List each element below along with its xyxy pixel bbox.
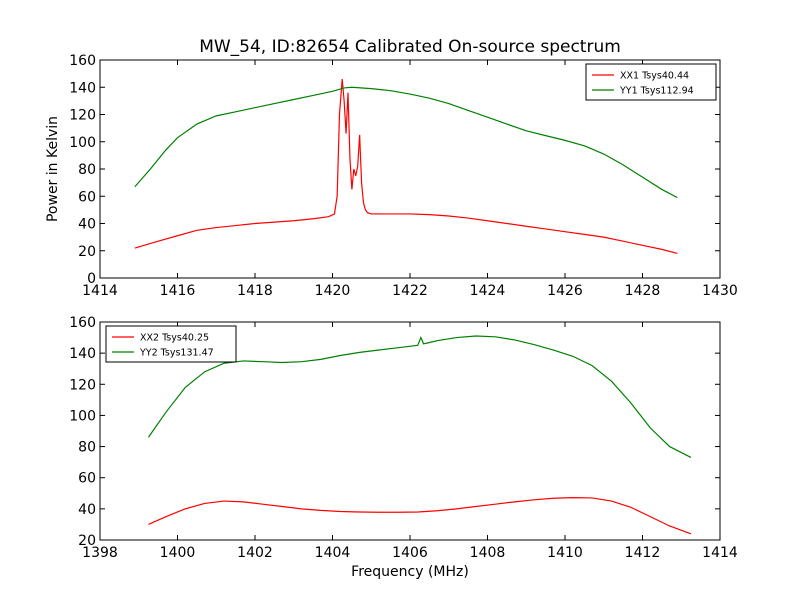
x-tick-label: 1398 [82, 545, 118, 561]
x-tick-label: 1414 [702, 545, 738, 561]
x-tick-label: 1418 [237, 283, 273, 299]
y-tick-label: 80 [78, 162, 96, 178]
y-tick-label: 160 [69, 53, 96, 69]
x-axis-label: Frequency (MHz) [351, 564, 469, 580]
chart-title: MW_54, ID:82654 Calibrated On-source spe… [199, 37, 621, 57]
y-tick-label: 100 [69, 135, 96, 151]
y-tick-label: 40 [78, 217, 96, 233]
series-line-yy2 [147, 335, 692, 459]
legend-box [585, 63, 717, 101]
legend-box [105, 325, 237, 363]
y-tick-label: 100 [69, 408, 96, 424]
x-tick-label: 1410 [547, 545, 583, 561]
y-tick-label: 0 [87, 271, 96, 287]
x-tick-label: 1422 [392, 283, 428, 299]
x-tick-label: 1416 [160, 283, 196, 299]
x-tick-label: 1402 [237, 545, 273, 561]
x-tick-label: 1428 [625, 283, 661, 299]
legend-entry: YY1 Tsys112.94 [619, 86, 694, 97]
y-tick-label: 120 [69, 377, 96, 393]
y-tick-label: 140 [69, 80, 96, 96]
x-tick-label: 1400 [160, 545, 196, 561]
x-tick-label: 1414 [82, 283, 118, 299]
series-line-yy1 [134, 86, 678, 199]
y-tick-label: 80 [78, 440, 96, 456]
top-spectrum-panel: 1414 1416 1418 1420 1422 1424 1426 1428 1430 0 20 4… [45, 53, 738, 299]
series-line-xx1 [134, 79, 678, 255]
x-tick-label: 1412 [625, 545, 661, 561]
legend-entry: YY2 Tsys131.47 [139, 348, 214, 359]
series-line-xx2 [148, 497, 692, 535]
x-tick-label: 1430 [702, 283, 738, 299]
bottom-spectrum-panel: 1398 1400 1402 1404 1406 1408 1410 1412 1414 20 40… [69, 315, 738, 580]
y-tick-label: 60 [78, 189, 96, 205]
y-tick-label: 20 [78, 244, 96, 260]
y-tick-label: 60 [78, 471, 96, 487]
y-tick-label: 160 [69, 315, 96, 331]
x-tick-label: 1424 [470, 283, 506, 299]
y-tick-label: 140 [69, 346, 96, 362]
x-tick-label: 1406 [392, 545, 428, 561]
x-tick-label: 1404 [315, 545, 351, 561]
y-tick-label: 120 [69, 108, 96, 124]
y-tick-label: 20 [78, 533, 96, 549]
y-axis-label: Power in Kelvin [45, 116, 61, 222]
legend-entry: XX2 Tsys40.25 [140, 333, 209, 344]
x-tick-label: 1426 [547, 283, 583, 299]
legend: XX1 Tsys40.44 YY1 Tsys112.94 [585, 63, 717, 101]
y-tick-label: 40 [78, 502, 96, 518]
x-tick-label: 1408 [470, 545, 506, 561]
legend: XX2 Tsys40.25 YY2 Tsys131.47 [105, 325, 237, 363]
legend-entry: XX1 Tsys40.44 [620, 71, 689, 82]
x-tick-label: 1420 [315, 283, 351, 299]
